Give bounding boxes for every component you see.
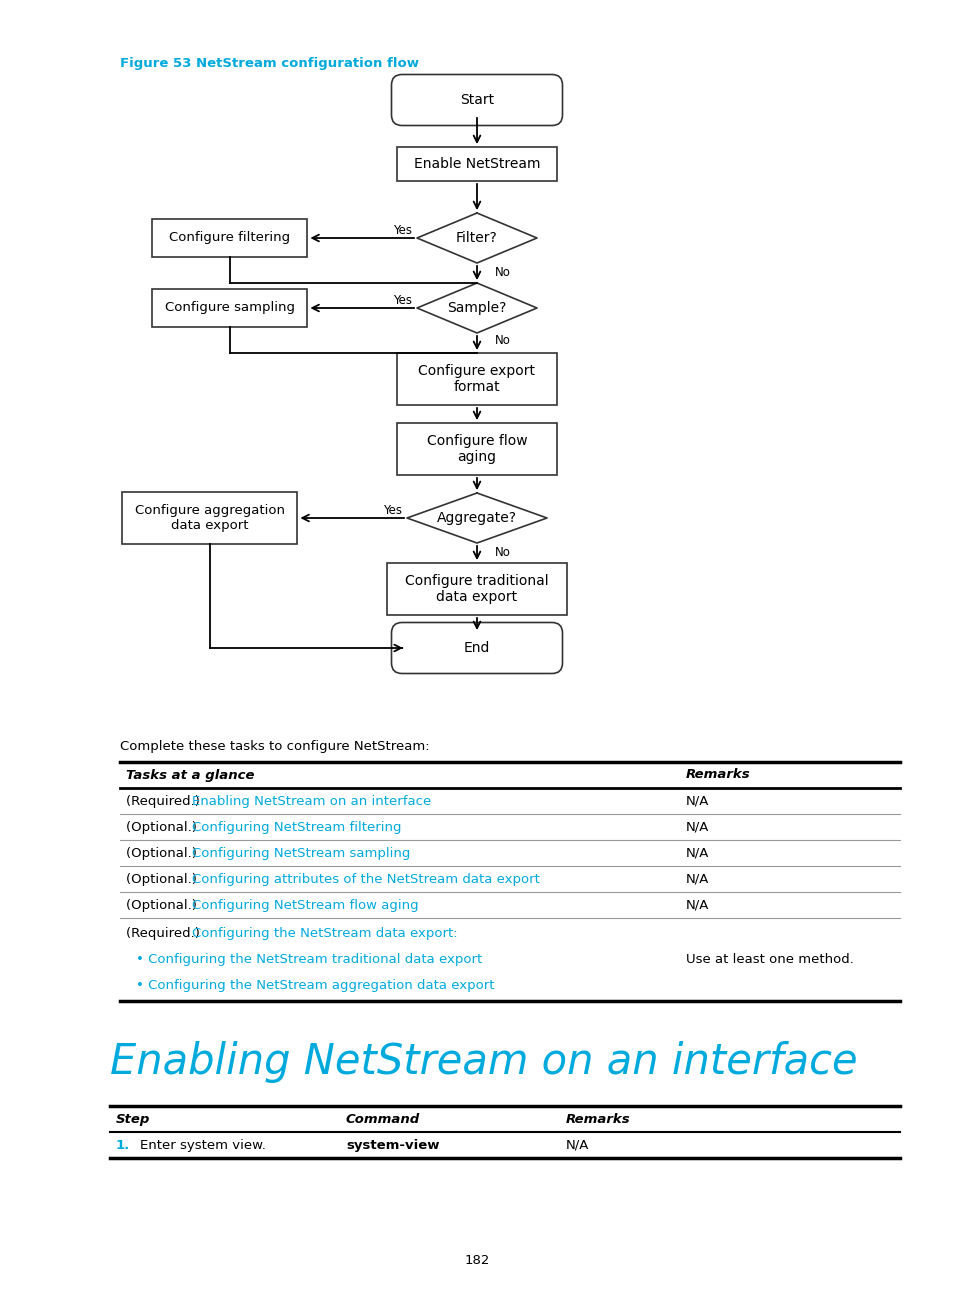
- Text: 182: 182: [464, 1253, 489, 1266]
- Text: Configure export
format: Configure export format: [418, 364, 535, 394]
- Text: Tasks at a glance: Tasks at a glance: [126, 769, 254, 781]
- Text: Yes: Yes: [393, 293, 412, 306]
- Text: Use at least one method.: Use at least one method.: [685, 953, 853, 966]
- Bar: [152, 289, 307, 327]
- Text: (Optional.): (Optional.): [126, 898, 201, 911]
- Text: Configure filtering: Configure filtering: [170, 232, 291, 245]
- Text: Command: Command: [346, 1113, 420, 1126]
- Text: Configure flow
aging: Configure flow aging: [426, 434, 527, 464]
- Text: N/A: N/A: [685, 820, 709, 833]
- Text: Configuring the NetStream data export:: Configuring the NetStream data export:: [192, 927, 457, 940]
- Text: Configuring NetStream sampling: Configuring NetStream sampling: [192, 846, 410, 859]
- Text: • Configuring the NetStream traditional data export: • Configuring the NetStream traditional …: [136, 953, 482, 966]
- Text: Remarks: Remarks: [565, 1113, 630, 1126]
- Text: No: No: [495, 334, 511, 347]
- Bar: [396, 353, 557, 404]
- Text: Enabling NetStream on an interface: Enabling NetStream on an interface: [192, 794, 431, 807]
- Text: Step: Step: [116, 1113, 151, 1126]
- Text: (Optional.): (Optional.): [126, 872, 201, 885]
- Text: No: No: [495, 267, 511, 280]
- Bar: [387, 562, 566, 616]
- Text: Complete these tasks to configure NetStream:: Complete these tasks to configure NetStr…: [120, 740, 429, 753]
- Polygon shape: [407, 492, 546, 543]
- Bar: [396, 146, 557, 181]
- Bar: [122, 492, 297, 544]
- Text: Configuring NetStream flow aging: Configuring NetStream flow aging: [192, 898, 418, 911]
- Text: N/A: N/A: [685, 898, 709, 911]
- Text: (Optional.): (Optional.): [126, 846, 201, 859]
- Bar: [396, 422, 557, 476]
- Text: End: End: [463, 642, 490, 654]
- Polygon shape: [416, 213, 537, 263]
- Text: Configuring attributes of the NetStream data export: Configuring attributes of the NetStream …: [192, 872, 539, 885]
- Text: N/A: N/A: [685, 846, 709, 859]
- Text: (Optional.): (Optional.): [126, 820, 201, 833]
- Text: Yes: Yes: [393, 223, 412, 236]
- Text: Yes: Yes: [382, 504, 401, 517]
- Polygon shape: [416, 283, 537, 333]
- Text: Configure sampling: Configure sampling: [165, 302, 294, 315]
- Text: Configure aggregation
data export: Configure aggregation data export: [135, 504, 285, 531]
- Text: N/A: N/A: [565, 1139, 589, 1152]
- Text: Start: Start: [459, 93, 494, 108]
- FancyBboxPatch shape: [391, 622, 562, 674]
- Text: Configure traditional
data export: Configure traditional data export: [405, 574, 548, 604]
- Text: N/A: N/A: [685, 794, 709, 807]
- Text: • Configuring the NetStream aggregation data export: • Configuring the NetStream aggregation …: [136, 978, 494, 993]
- Text: Sample?: Sample?: [447, 301, 506, 315]
- Text: (Required.): (Required.): [126, 794, 204, 807]
- Bar: [152, 219, 307, 257]
- Text: (Required.): (Required.): [126, 927, 204, 940]
- Text: 1.: 1.: [116, 1139, 131, 1152]
- FancyBboxPatch shape: [391, 74, 562, 126]
- Text: system-view: system-view: [346, 1139, 439, 1152]
- Text: Enter system view.: Enter system view.: [140, 1139, 266, 1152]
- Text: Figure 53 NetStream configuration flow: Figure 53 NetStream configuration flow: [120, 57, 418, 70]
- Text: Enable NetStream: Enable NetStream: [414, 157, 539, 171]
- Text: N/A: N/A: [685, 872, 709, 885]
- Text: No: No: [495, 547, 511, 560]
- Text: Enabling NetStream on an interface: Enabling NetStream on an interface: [110, 1041, 857, 1083]
- Text: Aggregate?: Aggregate?: [436, 511, 517, 525]
- Text: Configuring NetStream filtering: Configuring NetStream filtering: [192, 820, 401, 833]
- Text: Filter?: Filter?: [456, 231, 497, 245]
- Text: Remarks: Remarks: [685, 769, 750, 781]
